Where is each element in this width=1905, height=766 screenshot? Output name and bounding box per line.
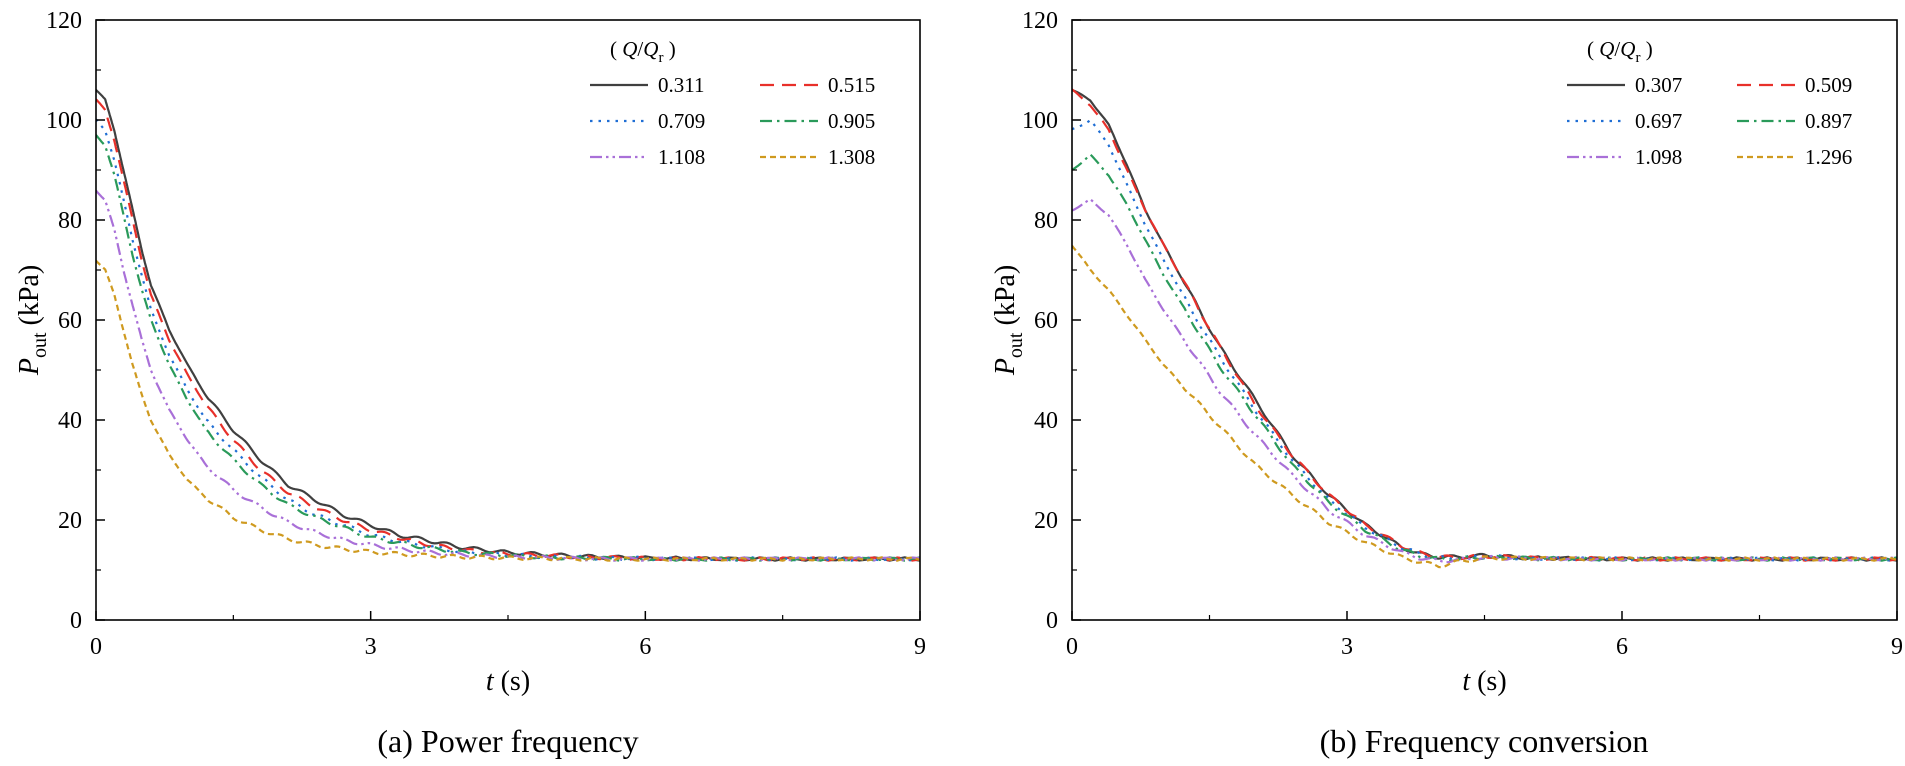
y-tick-label: 0 <box>1046 608 1058 634</box>
legend-label: 0.307 <box>1635 73 1682 97</box>
y-tick-label: 80 <box>1034 208 1058 234</box>
legend-title-q: Q <box>1599 37 1614 61</box>
y-axis-subscript: out <box>29 332 51 358</box>
series-group <box>1072 88 1897 569</box>
y-axis-var: P <box>990 358 1021 376</box>
x-tick-label: 3 <box>1341 634 1353 660</box>
legend-title-paren: ( <box>610 37 622 61</box>
y-tick-label: 40 <box>1034 408 1058 434</box>
legend-label: 0.905 <box>828 109 875 133</box>
legend-label: 0.697 <box>1635 109 1682 133</box>
legend-label: 1.098 <box>1635 145 1682 169</box>
x-axis-var: t <box>1462 666 1471 697</box>
y-tick-label: 120 <box>1022 8 1058 34</box>
x-axis-var: t <box>486 666 495 697</box>
legend-title-end: ) <box>1640 37 1652 61</box>
series-line-0.311 <box>96 89 920 562</box>
y-tick-label: 60 <box>1034 308 1058 334</box>
plot-frame <box>95 19 921 621</box>
y-tick-label: 100 <box>46 108 82 134</box>
legend-label: 0.311 <box>658 73 704 97</box>
x-tick-label: 6 <box>1616 634 1628 660</box>
y-tick-label: 20 <box>1034 508 1058 534</box>
x-tick-label: 9 <box>1891 634 1903 660</box>
legend-label: 0.515 <box>828 73 875 97</box>
x-tick-label: 0 <box>90 634 102 660</box>
x-tick-label: 3 <box>365 634 377 660</box>
y-tick-label: 60 <box>58 308 82 334</box>
legend-title-paren: ( <box>1587 37 1599 61</box>
legend: ( Q/Qr ) 0.307 0.509 0.697 0.897 1.098 1.296 <box>1567 37 1852 169</box>
y-axis-title: Pout (kPa) <box>990 265 1027 376</box>
series-line-0.509 <box>1072 88 1897 562</box>
series-line-1.108 <box>96 189 920 562</box>
y-tick-label: 80 <box>58 208 82 234</box>
y-axis-unit: (kPa) <box>990 265 1021 333</box>
series-line-0.697 <box>1072 119 1897 562</box>
x-axis-title: t (s) <box>486 666 530 697</box>
series-line-0.905 <box>96 134 920 562</box>
panel-caption: (a) Power frequency <box>377 723 638 759</box>
legend-title-slash: / <box>637 37 643 61</box>
series-group <box>96 89 920 562</box>
series-line-1.098 <box>1072 198 1897 564</box>
y-axis-title: Pout (kPa) <box>14 265 51 376</box>
legend-label: 1.108 <box>658 145 705 169</box>
y-tick-label: 40 <box>58 408 82 434</box>
series-line-0.307 <box>1072 88 1897 562</box>
legend-title-qr: Q <box>643 37 658 61</box>
y-tick-label: 0 <box>70 608 82 634</box>
panel-caption: (b) Frequency conversion <box>1320 723 1649 759</box>
legend-label: 1.308 <box>828 145 875 169</box>
y-axis-unit: (kPa) <box>14 265 45 333</box>
legend-title: ( Q/Qr ) <box>610 37 676 66</box>
legend-label: 0.897 <box>1805 109 1852 133</box>
series-line-0.709 <box>96 118 920 562</box>
x-tick-label: 9 <box>914 634 926 660</box>
legend-label: 0.709 <box>658 109 705 133</box>
legend-title-slash: / <box>1614 37 1620 61</box>
y-tick-label: 100 <box>1022 108 1058 134</box>
legend-title-qr: Q <box>1620 37 1635 61</box>
x-axis-unit: (s) <box>494 666 531 697</box>
series-line-1.296 <box>1072 245 1897 569</box>
y-tick-label: 120 <box>46 8 82 34</box>
legend-label: 0.509 <box>1805 73 1852 97</box>
chart-panel-a: 0 20 40 60 80 100 120 0 3 6 9 t (s) Pout (kPa) ( Q/Qr… <box>14 8 926 759</box>
legend-title-sub: r <box>658 50 663 66</box>
chart-panel-b: 0 20 40 60 80 100 120 0 3 6 9 t (s) Pout (kPa) ( Q/Qr… <box>990 8 1903 759</box>
y-tick-label: 20 <box>58 508 82 534</box>
x-axis-unit: (s) <box>1470 666 1507 697</box>
legend-label: 1.296 <box>1805 145 1852 169</box>
legend-title: ( Q/Qr ) <box>1587 37 1653 66</box>
y-axis-var: P <box>14 358 45 376</box>
x-axis-title: t (s) <box>1462 666 1506 697</box>
legend: ( Q/Qr ) 0.311 0.515 0.709 0.905 1.108 1.308 <box>590 37 875 169</box>
x-tick-label: 0 <box>1066 634 1078 660</box>
legend-title-sub: r <box>1635 50 1640 66</box>
legend-title-end: ) <box>663 37 675 61</box>
series-line-0.515 <box>96 98 920 562</box>
y-axis-subscript: out <box>1005 332 1027 358</box>
legend-title-q: Q <box>622 37 637 61</box>
x-tick-label: 6 <box>639 634 651 660</box>
